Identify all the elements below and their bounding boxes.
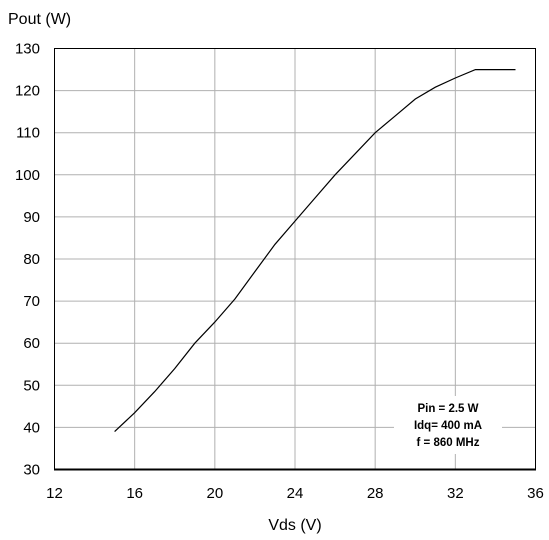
x-tick-label: 36 [527, 485, 544, 502]
x-axis-label: Vds (V) [268, 517, 321, 534]
grid [54, 48, 536, 470]
x-tick-label: 24 [287, 485, 304, 502]
x-tick-label: 28 [367, 485, 384, 502]
annotation-box: Pin = 2.5 W Idq= 400 mA f = 860 MHz [394, 396, 502, 454]
pout-series-line [114, 68, 516, 433]
y-tick-label: 90 [23, 209, 40, 226]
x-tick-label: 16 [126, 485, 143, 502]
y-tick-label: 60 [23, 335, 40, 352]
tick-labels: 12 16 20 24 28 32 36 30 40 50 60 70 80 90 100 110 120 130 [15, 41, 544, 503]
annotation-pin: Pin = 2.5 W [417, 403, 478, 415]
y-tick-label: 40 [23, 419, 40, 436]
x-tick-label: 20 [206, 485, 223, 502]
y-tick-label: 100 [15, 167, 40, 184]
y-tick-label: 30 [23, 462, 40, 479]
y-tick-label: 130 [15, 41, 40, 58]
y-axis-label: Pout (W) [8, 11, 71, 28]
annotation-freq: f = 860 MHz [417, 437, 480, 449]
y-tick-label: 80 [23, 251, 40, 268]
x-tick-label: 12 [46, 485, 63, 502]
y-tick-label: 50 [23, 377, 40, 394]
y-tick-label: 70 [23, 293, 40, 310]
x-tick-label: 32 [447, 485, 464, 502]
y-tick-label: 120 [15, 83, 40, 100]
annotation-idq: Idq= 400 mA [414, 420, 482, 432]
annotation-background [394, 396, 502, 454]
series-group [114, 68, 516, 433]
y-tick-label: 110 [16, 125, 40, 142]
